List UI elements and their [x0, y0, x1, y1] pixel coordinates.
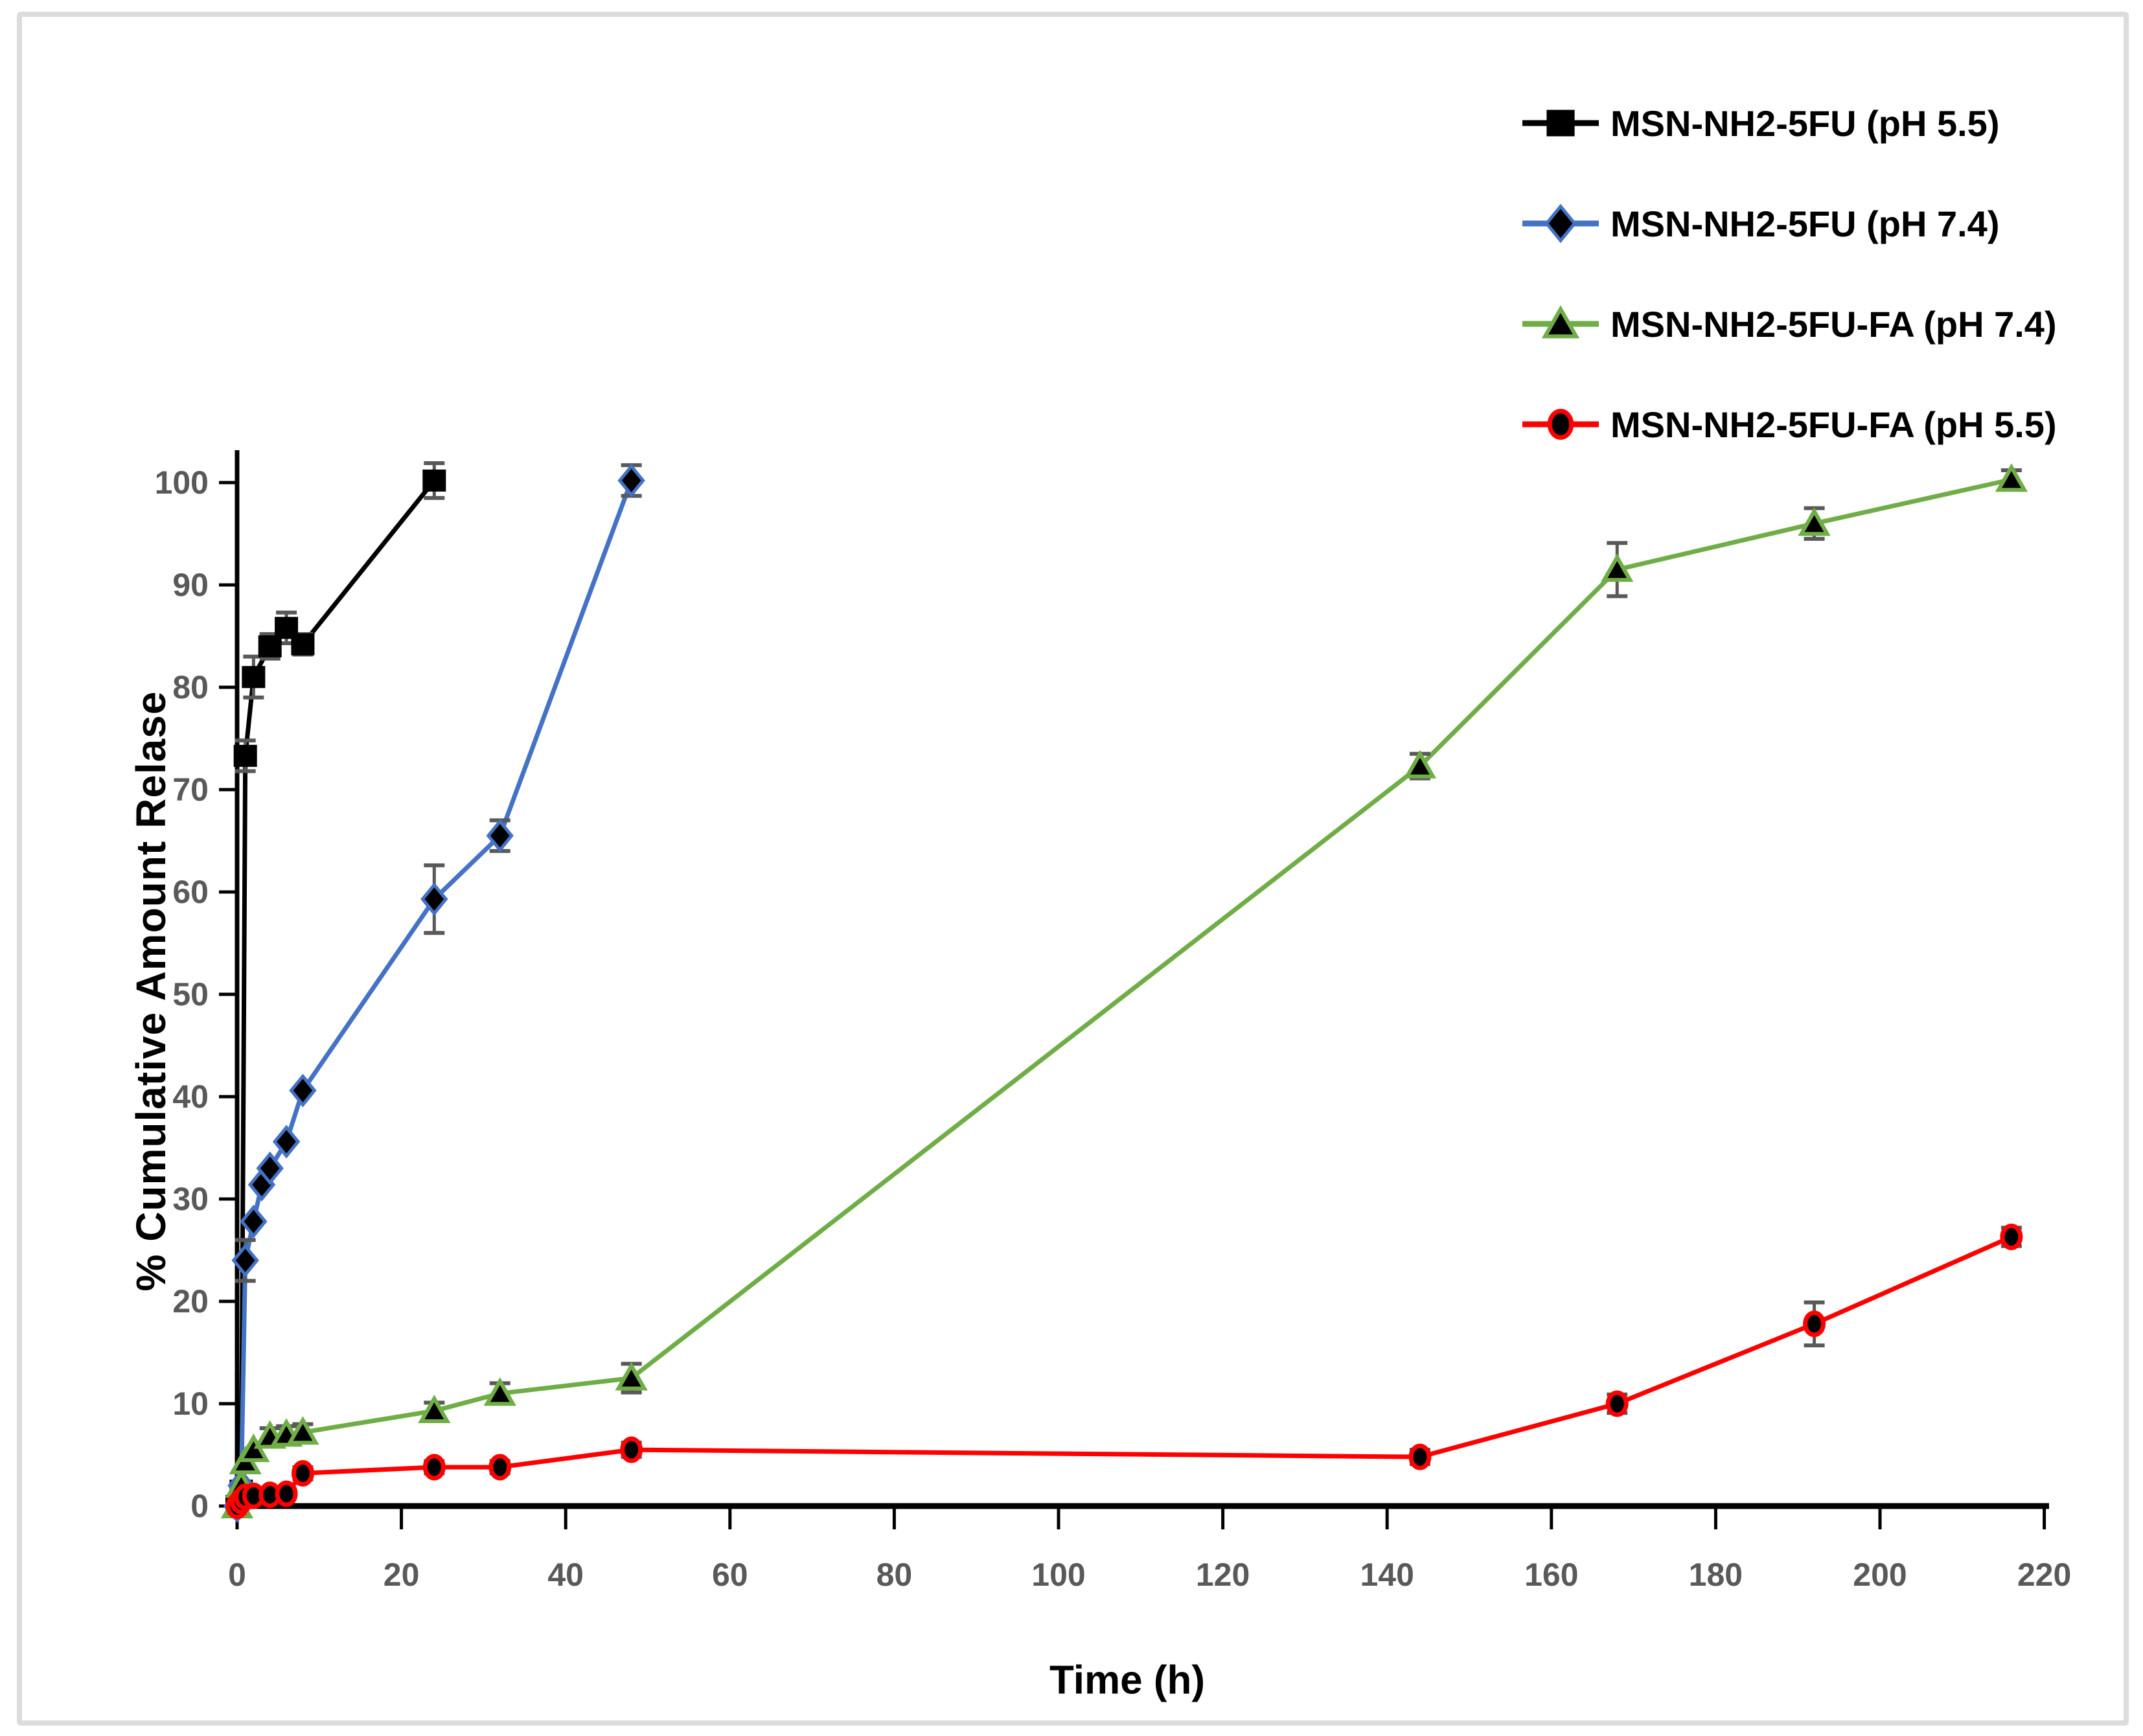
- legend-label: MSN-NH2-5FU-FA (pH 5.5): [1610, 404, 2057, 445]
- square-marker: [233, 744, 257, 767]
- ellipse-marker: [1605, 1390, 1629, 1417]
- y-tick-label: 0: [190, 1488, 209, 1524]
- x-tick-label: 60: [712, 1557, 748, 1593]
- square-marker: [1546, 109, 1575, 137]
- y-tick-label: 10: [172, 1386, 209, 1422]
- x-tick-label: 0: [228, 1557, 246, 1593]
- triangle-marker: [1403, 749, 1437, 779]
- diamond-marker: [231, 1243, 259, 1277]
- series-msn-nh2-5fu-ph-5-5: [225, 461, 446, 1517]
- ellipse-marker: [1408, 1443, 1432, 1470]
- x-tick-label: 120: [1196, 1557, 1250, 1593]
- diamond-marker: [617, 463, 645, 497]
- diamond-marker: [272, 1125, 301, 1159]
- x-axis-title: Time (h): [1049, 1658, 1205, 1703]
- legend-item-msn-nh2-5fu-fa-ph-7-4: MSN-NH2-5FU-FA (pH 7.4): [1522, 304, 2057, 345]
- x-tick-label: 20: [384, 1557, 420, 1593]
- legend-label: MSN-NH2-5FU (pH 5.5): [1610, 103, 1999, 144]
- triangle-marker: [1995, 463, 2028, 492]
- x-tick-label: 200: [1853, 1557, 1907, 1593]
- legend-label: MSN-NH2-5FU (pH 7.4): [1610, 203, 1999, 244]
- x-tick-label: 80: [877, 1557, 913, 1593]
- ellipse-marker: [620, 1436, 643, 1463]
- ellipse-marker: [1803, 1310, 1826, 1338]
- y-tick-label: 90: [172, 567, 209, 603]
- legend: MSN-NH2-5FU (pH 5.5) MSN-NH2-5FU (pH 7.4)…: [1522, 103, 2057, 445]
- square-marker: [242, 666, 266, 689]
- x-tick-label: 140: [1360, 1557, 1414, 1593]
- diamond-marker: [289, 1073, 317, 1108]
- triangle-marker: [1601, 553, 1634, 582]
- triangle-marker: [418, 1395, 451, 1424]
- diamond-marker: [240, 1204, 268, 1239]
- y-tick-label: 20: [172, 1283, 209, 1319]
- triangle-marker: [1798, 507, 1831, 536]
- x-tick-label: 160: [1524, 1557, 1578, 1593]
- triangle-marker: [615, 1362, 648, 1391]
- y-tick-label: 100: [155, 464, 209, 501]
- y-tick-label: 30: [172, 1181, 209, 1217]
- y-tick-label: 50: [172, 976, 209, 1012]
- series-msn-nh2-5fu-fa-ph-5-5: [225, 1223, 2023, 1520]
- ellipse-marker: [275, 1480, 298, 1507]
- square-marker: [291, 633, 315, 656]
- legend-item-msn-nh2-5fu-ph-5-5: MSN-NH2-5FU (pH 5.5): [1522, 103, 1999, 144]
- x-tick-label: 40: [547, 1557, 584, 1593]
- x-tick-label: 100: [1031, 1557, 1085, 1593]
- square-marker: [422, 469, 446, 492]
- y-tick-label: 40: [172, 1079, 209, 1115]
- y-axis-title: % Cumulative Amount Relase: [128, 691, 174, 1292]
- ellipse-marker: [2000, 1223, 2023, 1250]
- ellipse-marker: [291, 1459, 314, 1487]
- ellipse-marker: [422, 1454, 446, 1481]
- diamond-marker: [486, 819, 514, 853]
- ellipse-marker: [1547, 409, 1574, 440]
- ellipse-marker: [488, 1454, 512, 1481]
- legend-item-msn-nh2-5fu-fa-ph-5-5: MSN-NH2-5FU-FA (pH 5.5): [1522, 404, 2057, 445]
- legend-item-msn-nh2-5fu-ph-7-4: MSN-NH2-5FU (pH 7.4): [1522, 203, 1999, 244]
- diamond-marker: [420, 882, 448, 917]
- y-axis-ticks: 0 10 20 30 40 50 60 70 80 90 100: [155, 464, 237, 1524]
- y-tick-label: 80: [172, 669, 209, 705]
- x-tick-label: 180: [1689, 1557, 1743, 1593]
- y-tick-label: 60: [172, 874, 209, 910]
- x-axis-ticks: 0 20 40 60 80 100 120 140 160 180 200 220: [228, 1506, 2071, 1593]
- triangle-marker: [1541, 305, 1580, 339]
- diamond-marker: [256, 1151, 284, 1185]
- triangle-marker: [483, 1377, 516, 1406]
- legend-label: MSN-NH2-5FU-FA (pH 7.4): [1610, 304, 2057, 345]
- triangle-marker: [237, 1433, 270, 1463]
- diamond-marker: [1544, 203, 1577, 244]
- square-marker: [258, 635, 282, 657]
- x-tick-label: 220: [2017, 1557, 2071, 1593]
- y-tick-label: 70: [172, 771, 209, 808]
- axes: [229, 450, 2049, 1509]
- series-msn-nh2-5fu-fa-ph-7-4: [220, 463, 2028, 1518]
- triangle-marker: [286, 1416, 319, 1445]
